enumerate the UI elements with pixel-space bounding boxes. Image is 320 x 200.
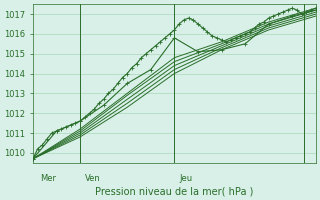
Text: Mer: Mer: [40, 174, 56, 183]
Text: Ven: Ven: [85, 174, 100, 183]
Text: Pression niveau de la mer( hPa ): Pression niveau de la mer( hPa ): [95, 187, 253, 197]
Text: Jeu: Jeu: [179, 174, 192, 183]
